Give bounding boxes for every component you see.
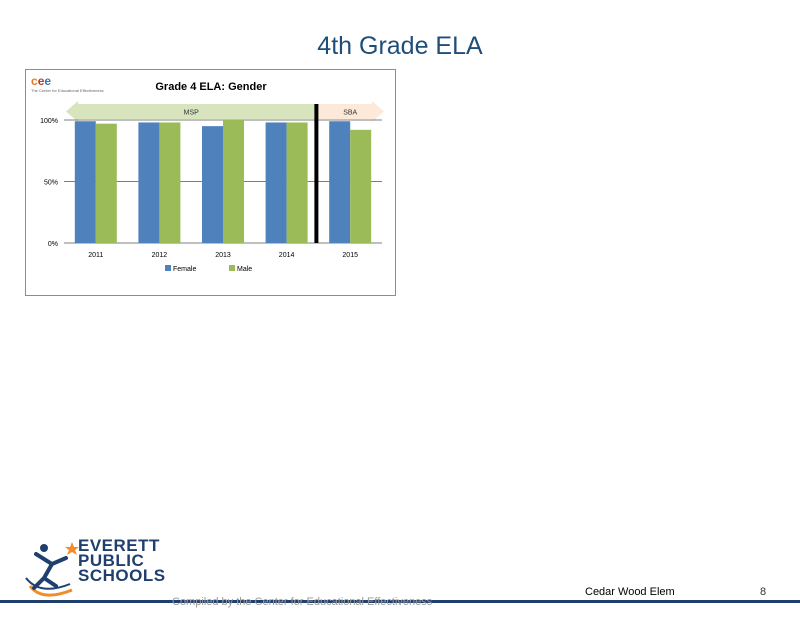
cee-logo-subtitle: The Center for Educational Effectiveness	[31, 88, 104, 93]
bar-male-2012	[159, 122, 181, 243]
legend-label-female: Female	[173, 266, 196, 273]
slide-title: 4th Grade ELA	[317, 32, 483, 60]
footer-rule	[0, 600, 800, 603]
bar-female-2014	[265, 122, 287, 243]
page-number: 8	[760, 586, 767, 598]
legend-swatch-male	[229, 265, 235, 271]
bar-female-2015	[329, 121, 351, 243]
period-arrow-sba	[316, 101, 384, 122]
eps-runner-icon	[25, 542, 79, 597]
bar-male-2015	[350, 129, 372, 243]
x-tick-label: 2011	[88, 252, 103, 259]
y-tick-label: 0%	[48, 241, 58, 248]
bar-male-2014	[286, 122, 308, 243]
bar-male-2011	[95, 123, 117, 243]
y-tick-label: 100%	[40, 118, 58, 125]
period-arrow-msp	[66, 101, 317, 122]
grade4-ela-gender-chart: Grade 4 ELA: Gender MSP SBA 0% 50% 100% 2011 20…	[40, 81, 384, 273]
footer-school-name: Cedar Wood Elem	[585, 586, 675, 598]
y-tick-label: 50%	[44, 180, 58, 187]
eps-line-3: SCHOOLS	[78, 566, 166, 585]
period-label-sba: SBA	[343, 110, 357, 117]
everett-public-schools-logo: EVERETT PUBLIC SCHOOLS	[22, 536, 172, 602]
bar-female-2012	[138, 122, 160, 243]
cee-logo-letter-e2: e	[44, 74, 52, 88]
eps-line-1: EVERETT	[78, 536, 160, 555]
eps-line-2: PUBLIC	[78, 551, 145, 570]
chart-title: Grade 4 ELA: Gender	[155, 81, 267, 93]
period-label-msp: MSP	[184, 110, 200, 117]
x-tick-label: 2014	[279, 252, 295, 259]
bar-female-2011	[74, 121, 96, 243]
bar-male-2013	[223, 120, 244, 243]
footer-credit: Compiled by the Center for Educational E…	[172, 596, 433, 608]
legend-swatch-female	[165, 265, 171, 271]
x-tick-label: 2013	[215, 252, 231, 259]
cee-logo-letter-e1: e	[37, 74, 45, 88]
x-tick-label: 2015	[342, 252, 358, 259]
cee-logo: cee The Center for Educational Effective…	[31, 74, 104, 96]
chart-frame: cee The Center for Educational Effective…	[25, 69, 396, 296]
cee-logo-letter-c: c	[31, 74, 38, 88]
x-tick-label: 2012	[152, 252, 168, 259]
bar-female-2013	[202, 126, 223, 243]
legend-label-male: Male	[237, 266, 252, 273]
